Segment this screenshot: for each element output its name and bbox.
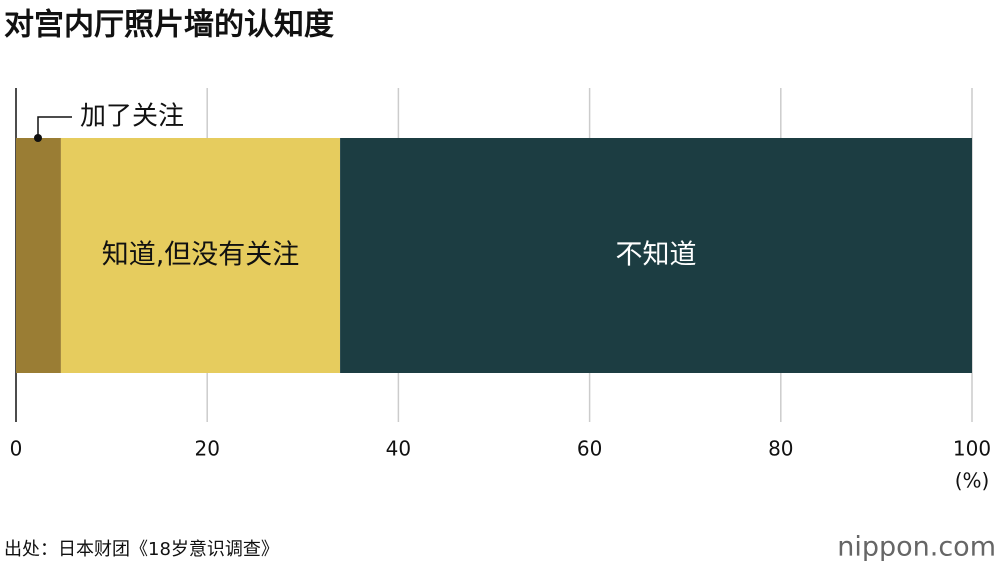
x-unit: (%) [955, 469, 990, 493]
bar-segment [60, 138, 341, 373]
x-tick-label: 60 [577, 437, 602, 461]
bar-segment [16, 138, 61, 373]
segment-label: 不知道 [616, 240, 697, 271]
x-tick-label: 40 [386, 437, 411, 461]
x-tick-label: 20 [194, 437, 219, 461]
x-tick-label: 0 [10, 437, 23, 461]
logo: nippon.com [837, 532, 996, 563]
segment-label: 知道,但没有关注 [102, 240, 300, 271]
chart-title: 对宫内厅照片墙的认知度 [4, 8, 334, 43]
segment-label: 加了关注 [80, 102, 184, 132]
source: 出处：日本财团《18岁意识调查》 [4, 539, 279, 560]
leader-line [37, 116, 72, 138]
x-tick-label: 100 [953, 437, 991, 461]
x-tick-label: 80 [768, 437, 793, 461]
bar-segment [340, 138, 973, 373]
leader-dot [34, 134, 42, 142]
